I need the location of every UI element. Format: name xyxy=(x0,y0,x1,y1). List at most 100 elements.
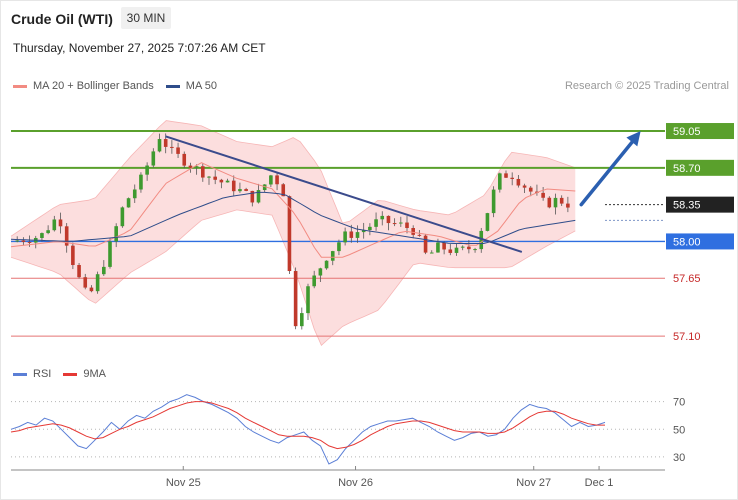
candle-body xyxy=(244,189,248,191)
candle-body xyxy=(498,173,502,190)
candle-body xyxy=(287,196,292,272)
candle-body xyxy=(368,226,372,231)
candle-body xyxy=(473,249,477,251)
candle-body xyxy=(386,215,391,224)
level-tag-58.70 xyxy=(666,159,734,176)
candle-body xyxy=(491,189,496,214)
candle-body xyxy=(485,213,490,231)
candle-body xyxy=(504,173,508,178)
timeframe-badge[interactable]: 30 MIN xyxy=(121,7,171,29)
candle-body xyxy=(324,260,329,269)
candle-body xyxy=(108,241,112,267)
candle-body xyxy=(361,230,366,233)
x-tick-label: Nov 25 xyxy=(166,477,201,489)
candle-body xyxy=(411,228,415,235)
candle-body xyxy=(21,240,26,242)
candle-body xyxy=(15,240,19,242)
level-tag-58.00 xyxy=(666,233,734,250)
candle-body xyxy=(46,230,50,234)
candle-body xyxy=(343,231,347,243)
candle-body xyxy=(132,189,137,199)
candle-body xyxy=(207,176,211,178)
candle-body xyxy=(176,147,180,154)
candle-body xyxy=(182,153,187,166)
candle-body xyxy=(58,219,63,227)
candle-body xyxy=(194,166,199,168)
candle-body xyxy=(374,219,378,227)
ma20-legend-label: MA 20 + Bollinger Bands xyxy=(33,80,154,92)
candle-body xyxy=(213,176,217,180)
price-legend: MA 20 + Bollinger Bands MA 50 xyxy=(13,80,217,92)
candle-body xyxy=(454,247,459,253)
forecast-arrow-head xyxy=(626,131,641,147)
ma50-line xyxy=(10,191,576,244)
candle-body xyxy=(95,274,100,292)
candle-body xyxy=(201,166,205,178)
candle-body xyxy=(114,226,118,242)
candle-body xyxy=(120,207,125,227)
timestamp: Thursday, November 27, 2025 7:07:26 AM C… xyxy=(13,41,266,55)
candle-body xyxy=(126,198,131,208)
x-tick-label: Nov 27 xyxy=(516,477,551,489)
candle-body xyxy=(52,219,57,231)
rsi-series-rsi xyxy=(10,394,606,465)
candle-body xyxy=(355,232,360,238)
forecast-arrow-shaft xyxy=(579,137,637,207)
candle-body xyxy=(392,223,397,225)
candle-body xyxy=(510,177,514,179)
trendline xyxy=(165,135,523,253)
candle-body xyxy=(83,277,88,288)
level-label-58.35: 58.35 xyxy=(673,200,701,212)
candle-body xyxy=(139,174,143,190)
level-label-57.65: 57.65 xyxy=(673,273,701,285)
candle-body xyxy=(349,231,354,238)
candle-body xyxy=(312,275,316,287)
candle-body xyxy=(423,235,428,253)
candle-body xyxy=(102,266,106,275)
level-label-59.05: 59.05 xyxy=(673,126,701,138)
rsi-legend-label: RSI xyxy=(33,368,52,380)
candle-body xyxy=(516,178,521,186)
x-tick-label: Nov 26 xyxy=(338,477,373,489)
candle-body xyxy=(262,184,267,191)
candle-body xyxy=(380,215,385,220)
candle-body xyxy=(256,190,261,203)
candle-body xyxy=(157,139,162,152)
candle-body xyxy=(225,180,230,183)
candle-body xyxy=(27,241,32,243)
candle-body xyxy=(405,222,409,229)
candle-body xyxy=(318,268,323,276)
instrument-title: Crude Oil (WTI) xyxy=(11,11,113,27)
candle-body xyxy=(40,233,44,238)
rsi-ma-swatch xyxy=(63,372,78,376)
candle-body xyxy=(399,222,403,224)
candle-body xyxy=(522,185,527,188)
candle-body xyxy=(188,165,193,168)
candle-body xyxy=(231,180,236,192)
candle-body xyxy=(566,203,570,208)
candle-body xyxy=(293,271,298,327)
rsi-tick-30: 30 xyxy=(673,452,685,464)
candle-body xyxy=(448,249,453,253)
candle-body xyxy=(417,234,422,236)
candle-body xyxy=(170,146,174,148)
ma50-swatch xyxy=(165,84,180,88)
candle-body xyxy=(219,179,224,183)
candle-body xyxy=(71,245,75,266)
level-tag-59.05 xyxy=(666,123,734,140)
level-tag-58.35 xyxy=(666,196,734,213)
bollinger-lower-line xyxy=(10,209,576,346)
candle-body xyxy=(145,165,149,175)
level-label-57.10: 57.10 xyxy=(673,331,701,343)
rsi-tick-50: 50 xyxy=(673,424,685,436)
level-label-58.70: 58.70 xyxy=(673,163,701,175)
candle-body xyxy=(89,287,94,292)
research-credit: Research © 2025 Trading Central xyxy=(564,80,729,92)
candle-body xyxy=(330,251,335,261)
candle-body xyxy=(306,286,310,314)
candle-body xyxy=(281,184,286,197)
candle-body xyxy=(460,246,465,248)
candle-body xyxy=(553,197,558,208)
bollinger-band-fill xyxy=(11,120,576,346)
rsi-tick-70: 70 xyxy=(673,397,685,409)
